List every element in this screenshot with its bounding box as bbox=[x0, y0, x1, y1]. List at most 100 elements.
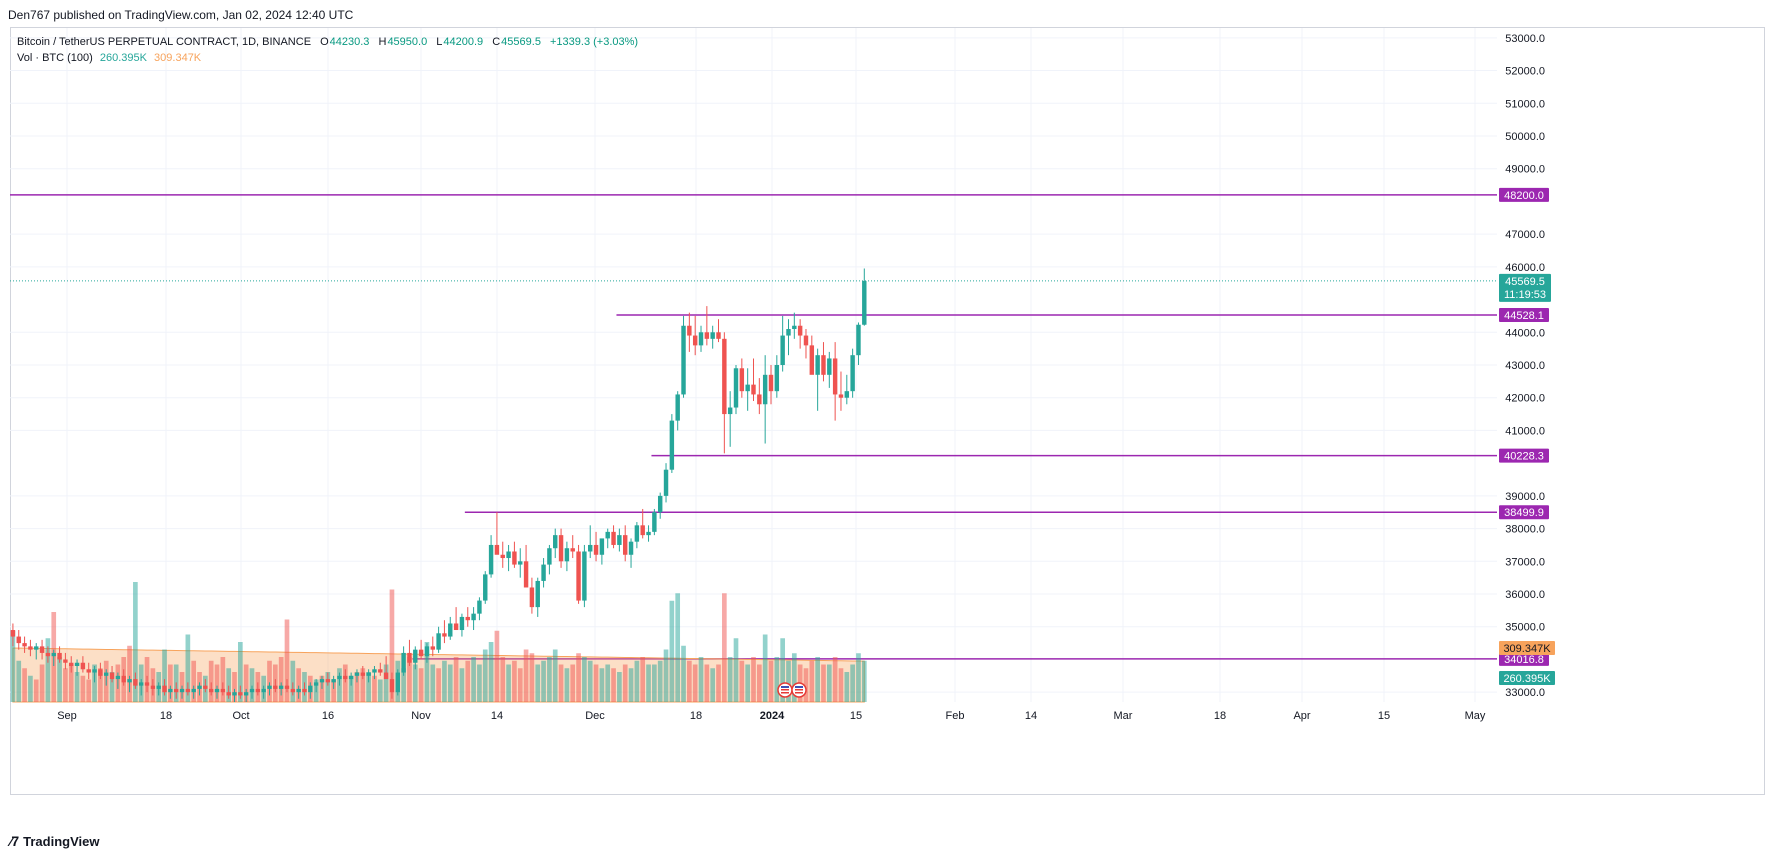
candle-body bbox=[459, 616, 465, 631]
price-tick-label: 43000.0 bbox=[1505, 360, 1545, 372]
volume-bar bbox=[628, 668, 634, 702]
candle-body bbox=[628, 541, 634, 555]
volume-bar bbox=[249, 668, 255, 702]
volume-bar bbox=[412, 664, 418, 702]
volume-bar bbox=[809, 660, 815, 702]
candle-body bbox=[564, 548, 570, 562]
candle-body bbox=[757, 394, 762, 405]
volume-bar bbox=[290, 660, 296, 702]
volume-bar bbox=[331, 679, 336, 702]
candle-body bbox=[617, 535, 622, 545]
candle-body bbox=[413, 649, 418, 663]
volume-bar bbox=[582, 657, 587, 702]
support-resistance-levels bbox=[10, 194, 1497, 660]
candle-body bbox=[162, 685, 167, 693]
time-tick-label: 2024 bbox=[760, 710, 785, 722]
volume-bar bbox=[815, 657, 820, 702]
candle-body bbox=[722, 338, 727, 415]
legend-volume-label: Vol · BTC (100) bbox=[17, 52, 93, 64]
legend-low: 44200.9 bbox=[443, 36, 484, 48]
candle-body bbox=[739, 368, 745, 392]
candle-body bbox=[98, 669, 103, 676]
candle-body bbox=[203, 685, 208, 689]
candle-body bbox=[168, 688, 173, 693]
candle-body bbox=[622, 535, 628, 555]
volume-bar bbox=[238, 642, 243, 702]
time-tick-label: Oct bbox=[232, 710, 249, 722]
candle-body bbox=[104, 672, 109, 676]
last-price-tag bbox=[1499, 273, 1551, 302]
volume-bar bbox=[547, 657, 552, 702]
candle-body bbox=[850, 355, 855, 392]
candle-body bbox=[220, 688, 226, 693]
candle-body bbox=[86, 669, 91, 673]
price-tick-label: 44000.0 bbox=[1505, 327, 1545, 339]
candle-body bbox=[669, 420, 675, 470]
price-tick-label: 35000.0 bbox=[1505, 622, 1545, 634]
candle-body bbox=[284, 685, 290, 689]
level-tag-label: 48200.0 bbox=[1504, 190, 1544, 202]
candle-body bbox=[127, 679, 132, 683]
time-tick-label: 15 bbox=[1378, 710, 1390, 722]
volume-bar bbox=[564, 668, 570, 702]
candle-body bbox=[815, 355, 820, 375]
volume-bar bbox=[459, 668, 465, 702]
legend-volume: 260.395K bbox=[99, 52, 147, 64]
volume-bar bbox=[733, 638, 739, 702]
price-tick-label: 41000.0 bbox=[1505, 425, 1545, 437]
candle-body bbox=[401, 652, 406, 673]
volume-bar bbox=[751, 657, 756, 702]
footer-brand[interactable]: ⁄7 TradingView bbox=[10, 833, 99, 849]
time-tick-label: Apr bbox=[1293, 710, 1310, 722]
volume-bar bbox=[168, 664, 173, 702]
event-flag-stripe bbox=[795, 692, 803, 694]
candle-body bbox=[611, 531, 616, 545]
volume-bar bbox=[232, 672, 237, 702]
volume-bar bbox=[208, 660, 214, 702]
price-tick-label: 33000.0 bbox=[1505, 687, 1545, 699]
candle-body bbox=[733, 368, 739, 408]
time-tick-label: Dec bbox=[585, 710, 605, 722]
price-tick-label: 42000.0 bbox=[1505, 393, 1545, 405]
us-flag-event-icon[interactable] bbox=[777, 682, 793, 698]
candle-body bbox=[214, 688, 220, 693]
event-flag-stripe bbox=[781, 692, 789, 694]
price-tick-label: 37000.0 bbox=[1505, 556, 1545, 568]
candle-body bbox=[786, 329, 791, 336]
volume-bar bbox=[442, 660, 447, 702]
candle-body bbox=[302, 688, 307, 693]
time-tick-label: Sep bbox=[57, 710, 77, 722]
volume-bar bbox=[675, 593, 681, 702]
candle-body bbox=[243, 692, 249, 696]
volume-bar bbox=[267, 660, 272, 702]
volume-bar bbox=[535, 664, 541, 702]
candle-body bbox=[436, 633, 441, 650]
volume-bar bbox=[109, 672, 115, 702]
volume-bar bbox=[803, 668, 809, 702]
us-flag-event-icon[interactable] bbox=[791, 682, 807, 698]
legend-low-label: L bbox=[436, 36, 443, 48]
candle-body bbox=[494, 544, 500, 555]
volume-bar bbox=[296, 668, 301, 702]
volume-bar bbox=[768, 660, 774, 702]
volume-bar bbox=[185, 634, 191, 702]
volume-bar bbox=[611, 668, 616, 702]
candle-body bbox=[372, 669, 377, 673]
volume-bar bbox=[482, 649, 488, 702]
volume-bar bbox=[63, 668, 68, 702]
event-flag-stripe bbox=[795, 689, 803, 691]
candle-body bbox=[768, 374, 774, 392]
publisher-line: Den767 published on TradingView.com, Jan… bbox=[8, 8, 354, 22]
volume-bar bbox=[471, 657, 476, 702]
volume-bar bbox=[605, 664, 611, 702]
candle-body bbox=[197, 685, 202, 689]
volume-bar bbox=[652, 664, 657, 702]
candle-body bbox=[512, 551, 517, 565]
candle-body bbox=[832, 358, 838, 395]
candle-body bbox=[185, 688, 191, 693]
chart-frame[interactable] bbox=[10, 27, 1765, 795]
volume-bar bbox=[348, 675, 354, 702]
price-tick-label: 51000.0 bbox=[1505, 98, 1545, 110]
volume-bar bbox=[22, 668, 27, 702]
